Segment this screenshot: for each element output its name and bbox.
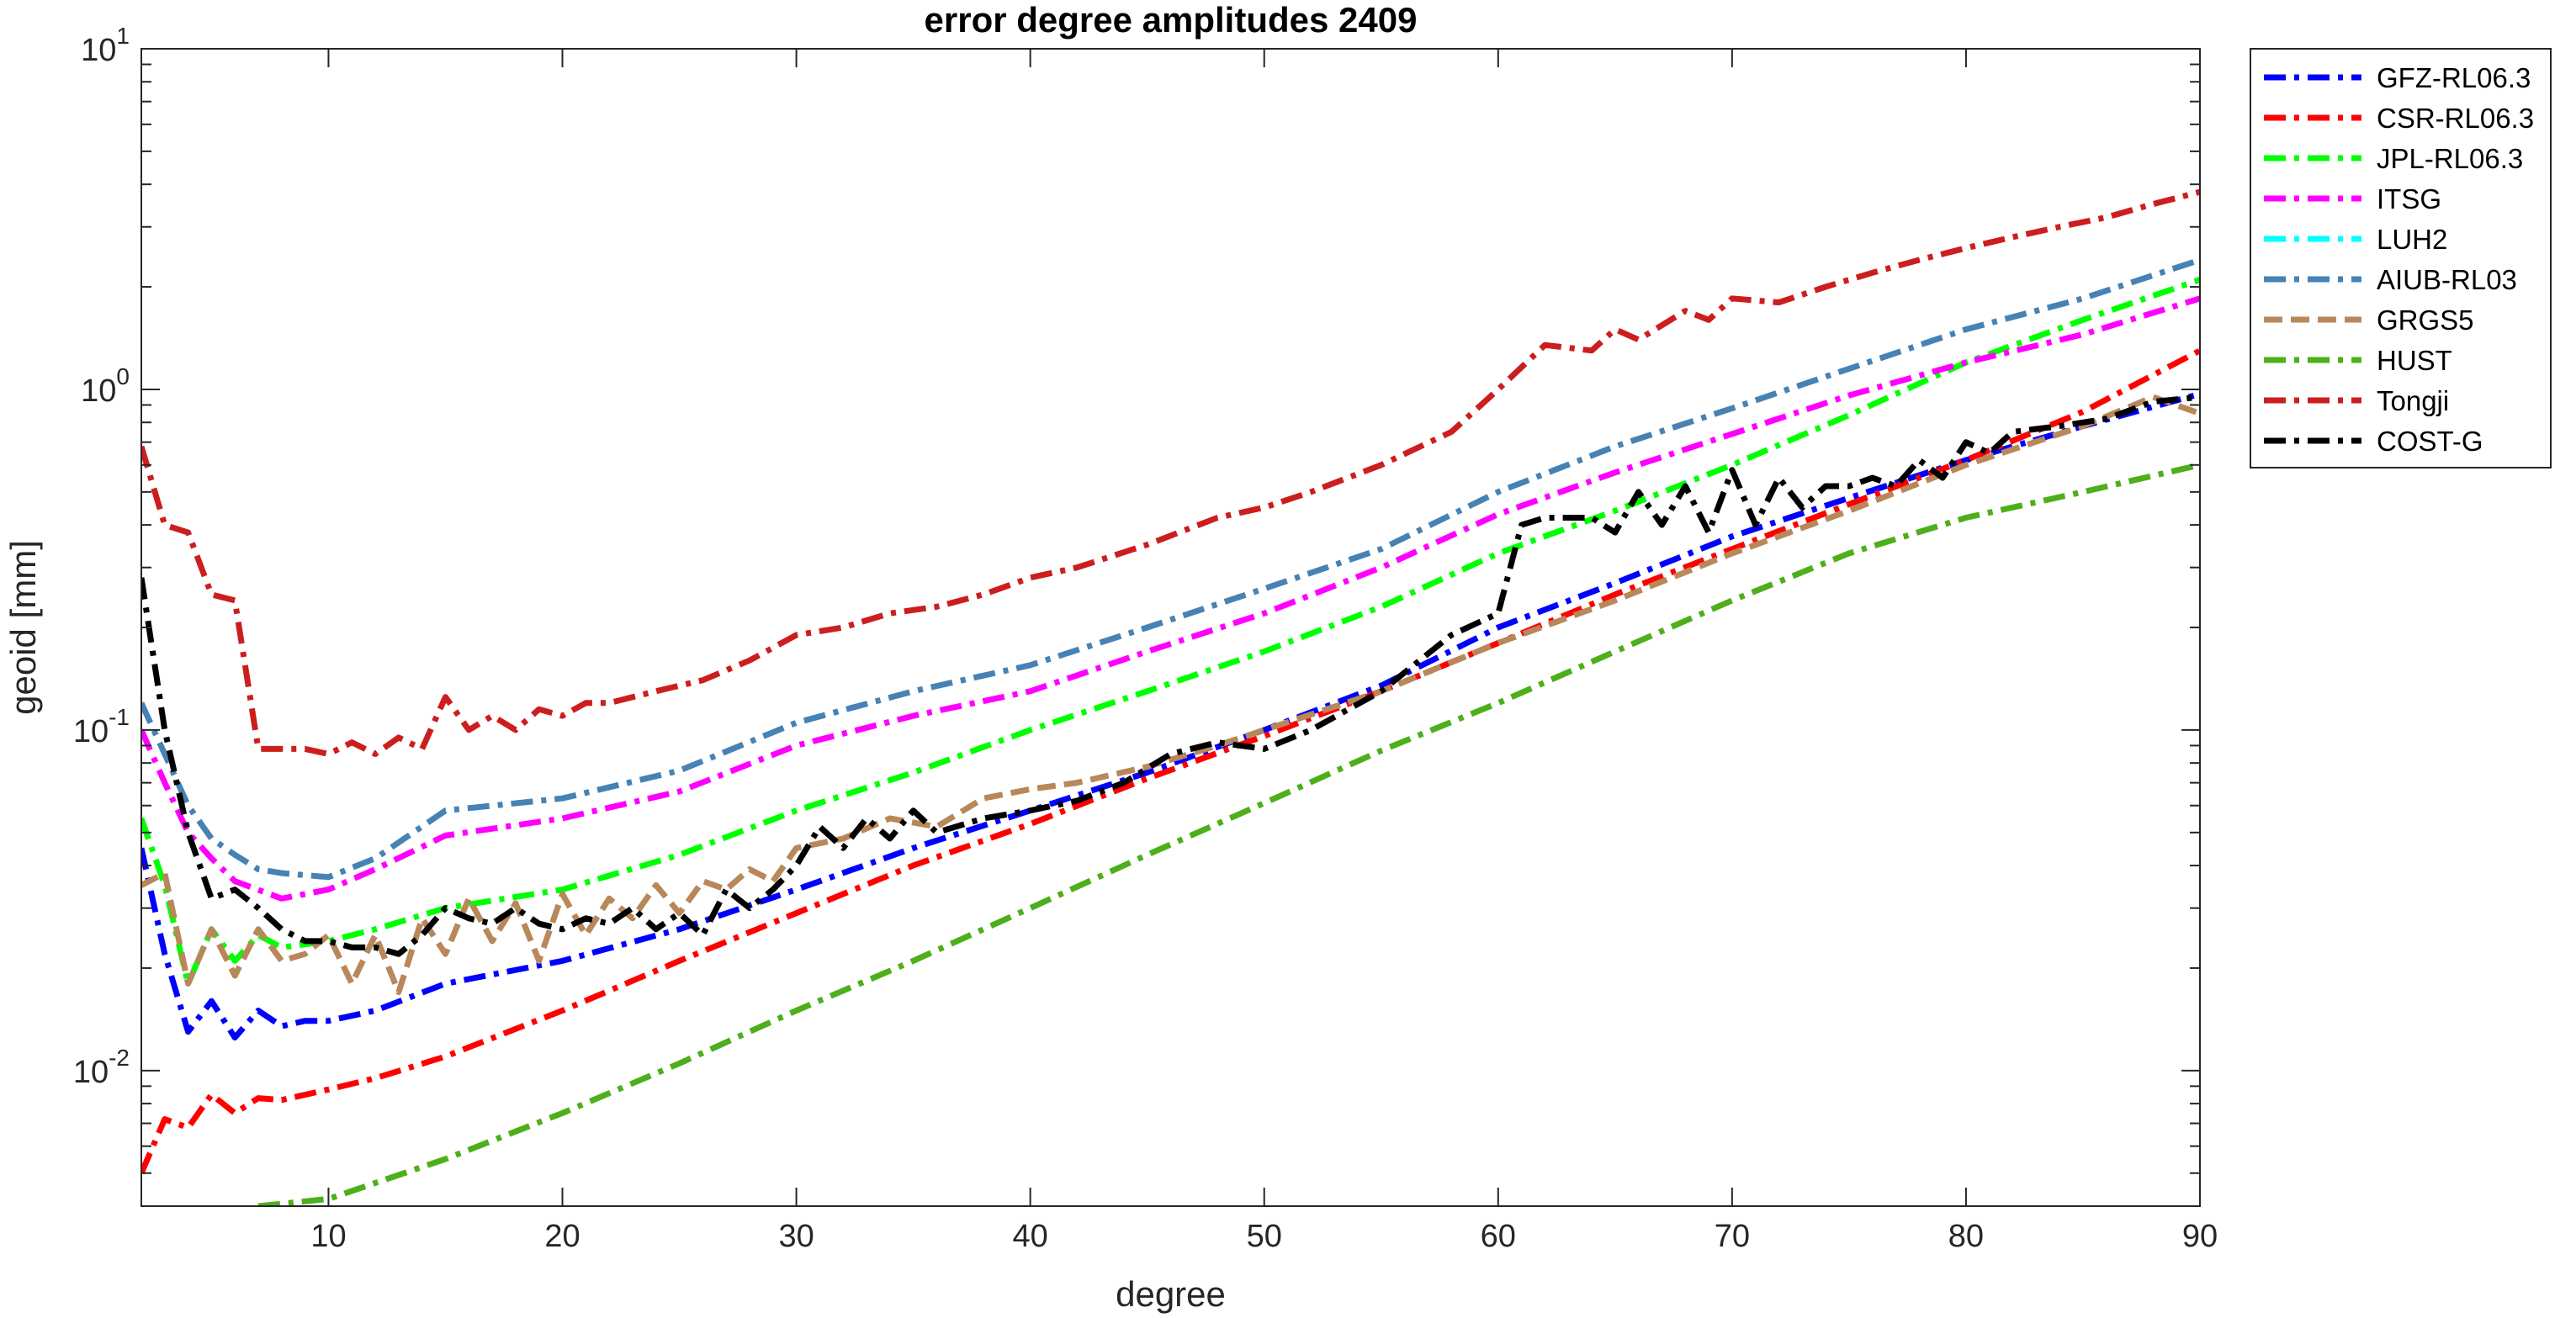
legend-label: ITSG — [2377, 183, 2441, 214]
y-tick-base: 10 — [73, 1055, 109, 1090]
y-tick-base: 10 — [73, 714, 109, 749]
legend-label: JPL-RL06.3 — [2377, 143, 2523, 174]
x-tick-label: 60 — [1481, 1219, 1516, 1254]
x-tick-label: 90 — [2182, 1219, 2218, 1254]
legend-box — [2250, 48, 2552, 468]
x-tick-label: 50 — [1247, 1219, 1282, 1254]
plot-area — [141, 188, 2200, 1206]
legend-label: LUH2 — [2377, 224, 2447, 255]
x-tick-label: 80 — [1948, 1219, 1984, 1254]
legend-label: Tongji — [2377, 385, 2449, 416]
series-line-jpl-rl06-3 — [141, 277, 2200, 987]
series-line-hust — [257, 462, 2200, 1206]
x-tick-label: 20 — [544, 1219, 580, 1254]
series-line-gfz-rl06-3 — [141, 390, 2200, 1041]
x-tick-label: 10 — [310, 1219, 346, 1254]
legend-label: CSR-RL06.3 — [2377, 103, 2534, 134]
legend-label: COST-G — [2377, 426, 2483, 457]
x-axis-label: degree — [1116, 1274, 1226, 1314]
y-tick-exponent: -2 — [109, 1045, 130, 1071]
y-tick-exponent: 1 — [116, 23, 130, 49]
x-tick-label: 70 — [1715, 1219, 1750, 1254]
series-line-aiub-rl03 — [141, 257, 2200, 881]
chart-title: error degree amplitudes 2409 — [925, 0, 1418, 40]
y-tick-label: 101 — [81, 23, 130, 68]
y-tick-label: 100 — [81, 363, 130, 409]
y-tick-exponent: 0 — [116, 363, 130, 389]
x-tick-label: 30 — [778, 1219, 814, 1254]
legend-label: GFZ-RL06.3 — [2377, 62, 2531, 93]
legend-label: GRGS5 — [2377, 304, 2474, 336]
x-tick-label: 40 — [1013, 1219, 1048, 1254]
series-line-cost-g — [141, 394, 2200, 957]
legend-label: AIUB-RL03 — [2377, 264, 2517, 295]
y-tick-exponent: -1 — [109, 704, 130, 730]
legend-label: HUST — [2377, 345, 2452, 376]
y-tick-label: 10-2 — [73, 1045, 130, 1090]
legend: GFZ-RL06.3 CSR-RL06.3 JPL-RL06.3 ITSG LUH2 AI… — [2250, 48, 2552, 468]
y-tick-base: 10 — [81, 33, 116, 68]
series-line-tongji — [141, 188, 2200, 757]
y-tick-base: 10 — [81, 373, 116, 409]
series-line-csr-rl06-3 — [141, 347, 2200, 1175]
y-axis-label: geoid [mm] — [3, 540, 43, 715]
y-tick-label: 10-1 — [73, 704, 130, 749]
